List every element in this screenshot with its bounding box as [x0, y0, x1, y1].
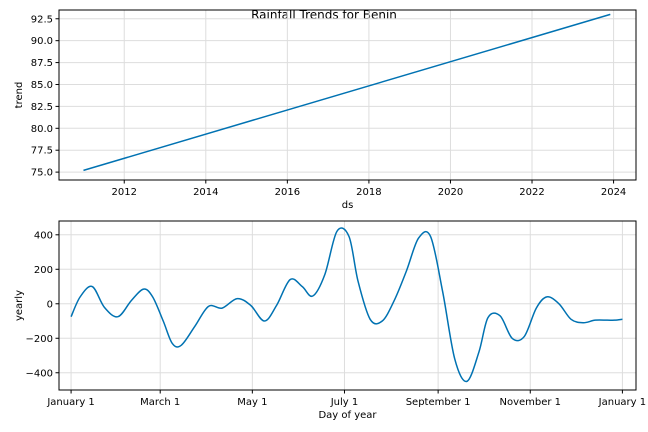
y-tick-label: 82.5 [31, 102, 53, 113]
y-axis-label: yearly [14, 290, 25, 321]
y-tick-label: 85.0 [31, 80, 53, 91]
axes-frame [58, 220, 637, 391]
x-tick-label: July 1 [330, 397, 359, 408]
x-tick-label: 2018 [356, 187, 381, 198]
x-axis-label: ds [342, 200, 354, 211]
x-tick-label: January 1 [598, 397, 646, 408]
yearly-panel: January 1 March 1 May 1 July 1 September 1 No… [14, 220, 646, 421]
x-tick-label: 2024 [601, 187, 626, 198]
x-tick-label: 2016 [275, 187, 300, 198]
y-axis-label: trend [14, 82, 25, 109]
y-tick-label: 87.5 [31, 58, 53, 69]
x-tick-label: 2020 [438, 187, 463, 198]
y-tick-label: 80.0 [31, 124, 53, 135]
x-tick-label: September 1 [406, 397, 471, 408]
y-tick-label: 75.0 [31, 168, 53, 179]
y-tick-label: 200 [34, 265, 53, 276]
y-tick-label: 400 [34, 230, 53, 241]
trend-panel: 2012 2014 2016 2018 2020 2022 2024 75.0 77.5 80.0… [14, 9, 637, 211]
series-line [83, 13, 611, 172]
y-tick-label: 92.5 [31, 14, 53, 25]
series-line [70, 227, 623, 383]
y-tick-label: 90.0 [31, 36, 53, 47]
y-tick-label: −400 [26, 368, 53, 379]
x-tick-label: January 1 [46, 397, 94, 408]
axes-frame [58, 9, 637, 181]
x-tick-label: 2012 [112, 187, 137, 198]
x-tick-label: May 1 [237, 397, 267, 408]
x-tick-label: November 1 [499, 397, 561, 408]
y-tick-label: 77.5 [31, 146, 53, 157]
y-tick-label: 0 [47, 299, 53, 310]
x-tick-label: March 1 [140, 397, 180, 408]
x-tick-label: 2014 [193, 187, 218, 198]
y-tick-label: −200 [26, 334, 53, 345]
x-axis-label: Day of year [318, 410, 377, 421]
x-tick-label: 2022 [519, 187, 544, 198]
